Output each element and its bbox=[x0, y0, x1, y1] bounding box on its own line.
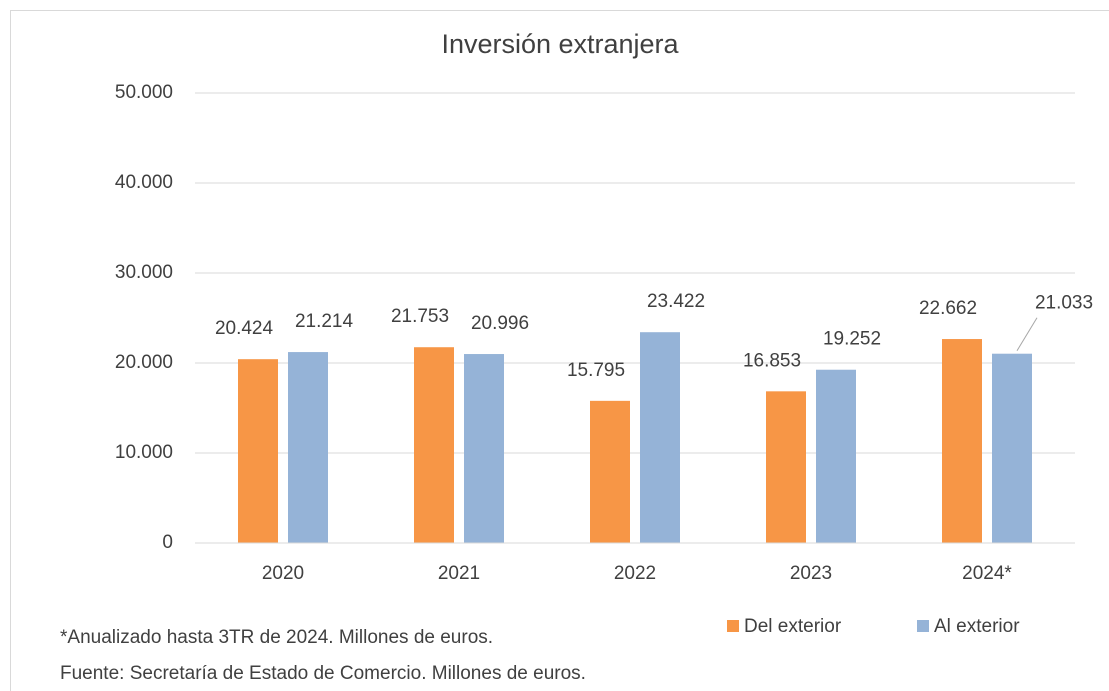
bar bbox=[238, 359, 278, 543]
x-tick-label: 2020 bbox=[262, 563, 304, 584]
bar bbox=[766, 391, 806, 543]
y-tick-label: 40.000 bbox=[115, 172, 173, 193]
data-label: 23.422 bbox=[647, 291, 705, 312]
y-tick-label: 10.000 bbox=[115, 442, 173, 463]
y-tick-label: 30.000 bbox=[115, 262, 173, 283]
y-tick-label: 0 bbox=[162, 532, 173, 553]
legend-label: Del exterior bbox=[744, 616, 842, 637]
bar bbox=[942, 339, 982, 543]
bar bbox=[992, 353, 1032, 543]
bar bbox=[816, 369, 856, 543]
chart-title: Inversión extranjera bbox=[441, 29, 679, 59]
bar bbox=[590, 400, 630, 543]
data-label: 20.996 bbox=[471, 313, 529, 334]
y-tick-label: 50.000 bbox=[115, 82, 173, 103]
bar bbox=[464, 354, 504, 543]
data-label: 21.033 bbox=[1035, 293, 1093, 314]
x-tick-label: 2022 bbox=[614, 563, 656, 584]
bar bbox=[640, 332, 680, 543]
x-tick-label: 2024* bbox=[962, 563, 1012, 584]
note: Fuente: Secretaría de Estado de Comercio… bbox=[60, 663, 586, 684]
leader-line bbox=[1016, 317, 1038, 351]
y-tick-label: 20.000 bbox=[115, 352, 173, 373]
data-label: 22.662 bbox=[919, 298, 977, 319]
data-label: 21.753 bbox=[391, 306, 449, 327]
data-label: 21.214 bbox=[295, 311, 354, 332]
x-tick-label: 2023 bbox=[790, 563, 832, 584]
note: *Anualizado hasta 3TR de 2024. Millones … bbox=[60, 627, 493, 648]
legend-swatch bbox=[727, 620, 739, 632]
legend-swatch bbox=[917, 620, 929, 632]
bar bbox=[414, 347, 454, 543]
data-label: 15.795 bbox=[567, 360, 625, 381]
data-label: 19.252 bbox=[823, 329, 881, 350]
data-label: 20.424 bbox=[215, 318, 274, 339]
data-label: 16.853 bbox=[743, 350, 801, 371]
x-tick-label: 2021 bbox=[438, 563, 480, 584]
bar bbox=[288, 352, 328, 543]
legend-label: Al exterior bbox=[934, 616, 1020, 637]
chart-frame bbox=[10, 10, 1109, 691]
